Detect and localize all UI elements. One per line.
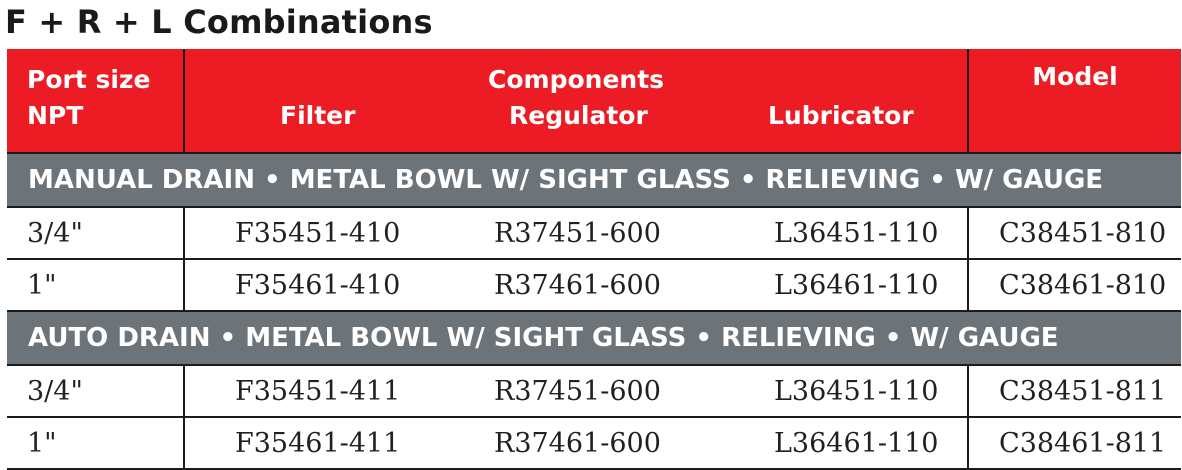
components-header-label: Components — [488, 65, 665, 94]
regulator-cell: R37451-600 — [444, 207, 708, 260]
section-header-row: MANUAL DRAIN • METAL BOWL W/ SIGHT GLASS… — [7, 153, 1182, 208]
model-cell: C38451-811 — [968, 365, 1182, 418]
model-cell: C38451-810 — [968, 207, 1182, 260]
model-cell: C38461-810 — [968, 259, 1182, 312]
port-size-header: Port size NPT — [7, 49, 185, 154]
combinations-table: Port size NPT Components Filter Regulato… — [7, 49, 1182, 470]
filter-cell: F35451-411 — [184, 365, 444, 418]
lubricator-cell: L36451-110 — [708, 207, 970, 260]
page-title: F + R + L Combinations — [5, 3, 433, 41]
table-row: 3/4" F35451-411 R37451-600 L36451-110 C3… — [7, 365, 1182, 418]
port-size-header-line2: NPT — [27, 101, 84, 130]
table-header-row: Port size NPT Components Filter Regulato… — [7, 49, 1182, 154]
regulator-cell: R37461-600 — [444, 259, 708, 312]
regulator-cell: R37451-600 — [444, 365, 708, 418]
filter-cell: F35451-410 — [184, 207, 444, 260]
port-size-header-line1: Port size — [27, 65, 151, 94]
port-size-cell: 1" — [7, 417, 185, 470]
lubricator-cell: L36461-110 — [708, 417, 970, 470]
port-size-cell: 3/4" — [7, 207, 185, 260]
filter-cell: F35461-411 — [184, 417, 444, 470]
section-label: AUTO DRAIN • METAL BOWL W/ SIGHT GLASS •… — [7, 311, 1182, 366]
table-row: 1" F35461-411 R37461-600 L36461-110 C384… — [7, 417, 1182, 470]
lubricator-header: Lubricator — [768, 101, 914, 130]
port-size-cell: 3/4" — [7, 365, 185, 418]
section-header-row: AUTO DRAIN • METAL BOWL W/ SIGHT GLASS •… — [7, 311, 1182, 366]
regulator-cell: R37461-600 — [444, 417, 708, 470]
regulator-header: Regulator — [509, 101, 648, 130]
table-row: 1" F35461-410 R37461-600 L36461-110 C384… — [7, 259, 1182, 312]
filter-cell: F35461-410 — [184, 259, 444, 312]
table-row: 3/4" F35451-410 R37451-600 L36451-110 C3… — [7, 207, 1182, 260]
model-header: Model — [968, 49, 1182, 154]
lubricator-cell: L36451-110 — [708, 365, 970, 418]
section-label: MANUAL DRAIN • METAL BOWL W/ SIGHT GLASS… — [7, 153, 1182, 208]
filter-header: Filter — [280, 101, 356, 130]
components-header: Components Filter Regulator Lubricator — [184, 49, 970, 154]
lubricator-cell: L36461-110 — [708, 259, 970, 312]
model-cell: C38461-811 — [968, 417, 1182, 470]
port-size-cell: 1" — [7, 259, 185, 312]
